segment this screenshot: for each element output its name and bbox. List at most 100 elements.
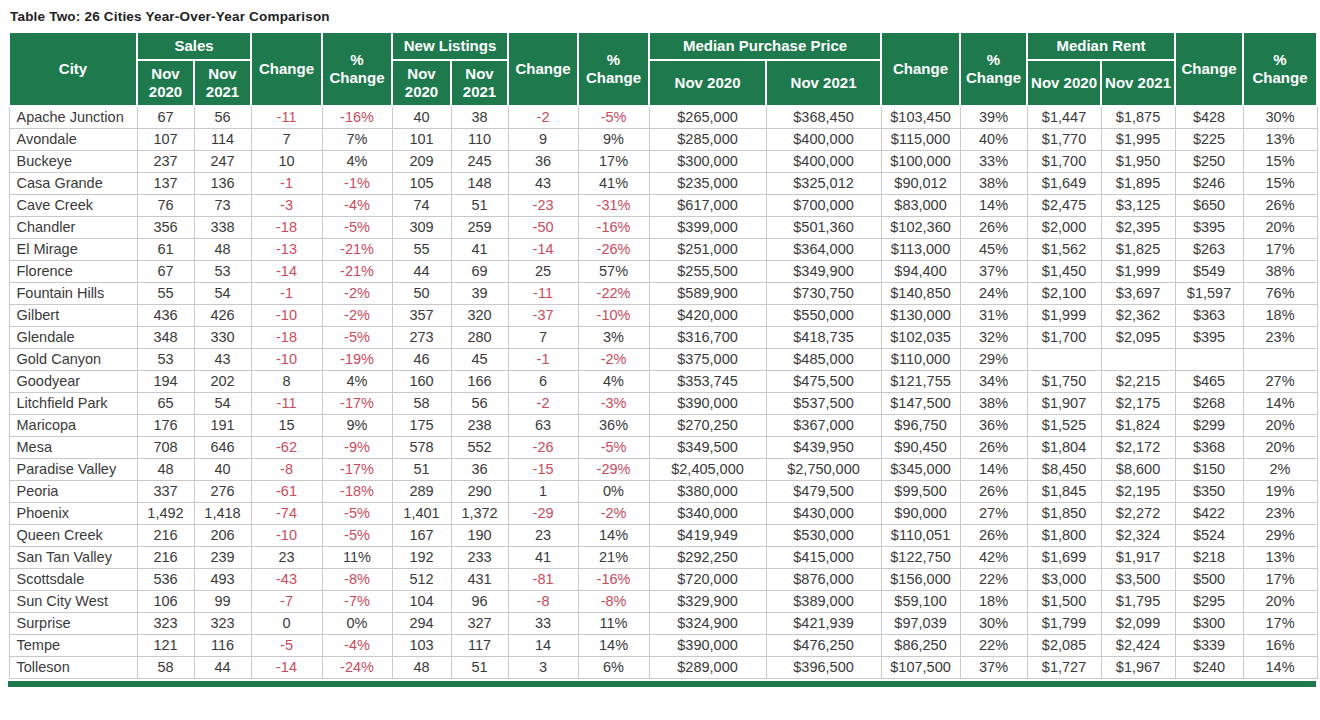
- cell-median-purchase-price-change: $99,500: [881, 480, 960, 502]
- cell-city: Casa Grande: [9, 172, 137, 194]
- cell-median-rent-nov-2021: [1101, 348, 1175, 370]
- cell-sales-pct-change: 7%: [322, 128, 392, 150]
- cell-new-listings-nov-2021: 327: [451, 612, 508, 634]
- cell-new-listings-nov-2020: 48: [392, 656, 451, 678]
- cell-median-purchase-price-nov-2021: $475,500: [766, 370, 881, 392]
- cell-median-purchase-price-nov-2020: $375,000: [649, 348, 766, 370]
- cell-median-purchase-price-nov-2020: $285,000: [649, 128, 766, 150]
- cell-new-listings-pct-change: 11%: [578, 612, 649, 634]
- cell-new-listings-change: 6: [508, 370, 578, 392]
- cell-new-listings-nov-2020: 51: [392, 458, 451, 480]
- cell-sales-change: -10: [251, 524, 322, 546]
- cell-new-listings-pct-change: -3%: [578, 392, 649, 414]
- cell-sales-pct-change: -2%: [322, 304, 392, 326]
- cell-median-purchase-price-nov-2020: $390,000: [649, 392, 766, 414]
- cell-sales-pct-change: -18%: [322, 480, 392, 502]
- header-group-sales: Sales: [137, 32, 251, 60]
- table-row: El Mirage6148-13-21%5541-14-26%$251,000$…: [9, 238, 1317, 260]
- cell-new-listings-pct-change: -16%: [578, 216, 649, 238]
- cell-median-purchase-price-pct-change: 45%: [960, 238, 1027, 260]
- cell-new-listings-nov-2021: 117: [451, 634, 508, 656]
- cell-median-purchase-price-pct-change: 14%: [960, 458, 1027, 480]
- cell-median-rent-nov-2021: $1,967: [1101, 656, 1175, 678]
- cell-median-rent-nov-2020: $1,850: [1027, 502, 1101, 524]
- cell-new-listings-nov-2021: 110: [451, 128, 508, 150]
- cell-sales-pct-change: -21%: [322, 238, 392, 260]
- cell-city: Tempe: [9, 634, 137, 656]
- cell-new-listings-nov-2020: 175: [392, 414, 451, 436]
- cell-new-listings-nov-2020: 101: [392, 128, 451, 150]
- cell-median-rent-nov-2021: $2,195: [1101, 480, 1175, 502]
- cell-new-listings-pct-change: 14%: [578, 634, 649, 656]
- cell-new-listings-nov-2021: 69: [451, 260, 508, 282]
- cell-median-rent-change: $549: [1175, 260, 1243, 282]
- cell-new-listings-change: 25: [508, 260, 578, 282]
- cell-median-rent-nov-2020: $1,770: [1027, 128, 1101, 150]
- cell-median-purchase-price-pct-change: 22%: [960, 568, 1027, 590]
- cell-sales-nov-2020: 67: [137, 260, 194, 282]
- cell-median-purchase-price-nov-2021: $501,360: [766, 216, 881, 238]
- table-row: Sun City West10699-7-7%10496-8-8%$329,90…: [9, 590, 1317, 612]
- cell-median-purchase-price-change: $102,035: [881, 326, 960, 348]
- cell-sales-nov-2020: 237: [137, 150, 194, 172]
- cell-sales-nov-2020: 48: [137, 458, 194, 480]
- cell-median-rent-change: $395: [1175, 326, 1243, 348]
- header-new-listings-nov-2021: Nov 2021: [451, 60, 508, 106]
- cell-sales-nov-2020: 337: [137, 480, 194, 502]
- cell-sales-nov-2021: 56: [194, 106, 251, 128]
- cell-new-listings-change: 3: [508, 656, 578, 678]
- cell-median-purchase-price-change: $83,000: [881, 194, 960, 216]
- cell-new-listings-pct-change: 3%: [578, 326, 649, 348]
- table-row: Tempe121116-5-4%1031171414%$390,000$476,…: [9, 634, 1317, 656]
- cell-new-listings-pct-change: 41%: [578, 172, 649, 194]
- cell-median-purchase-price-change: $110,051: [881, 524, 960, 546]
- cell-median-rent-pct-change: 17%: [1243, 568, 1317, 590]
- cell-median-rent-pct-change: 20%: [1243, 436, 1317, 458]
- cell-city: Gilbert: [9, 304, 137, 326]
- cell-median-rent-nov-2020: $1,500: [1027, 590, 1101, 612]
- cell-median-rent-nov-2020: $2,100: [1027, 282, 1101, 304]
- cell-sales-pct-change: -4%: [322, 194, 392, 216]
- cell-new-listings-nov-2021: 51: [451, 656, 508, 678]
- cell-new-listings-nov-2021: 1,372: [451, 502, 508, 524]
- cell-median-rent-nov-2021: $1,795: [1101, 590, 1175, 612]
- cell-median-purchase-price-nov-2021: $2,750,000: [766, 458, 881, 480]
- cell-new-listings-nov-2020: 209: [392, 150, 451, 172]
- table-row: Goodyear19420284%16016664%$353,745$475,5…: [9, 370, 1317, 392]
- table-row: Maricopa176191159%1752386336%$270,250$36…: [9, 414, 1317, 436]
- cell-median-purchase-price-nov-2021: $364,000: [766, 238, 881, 260]
- cell-median-rent-pct-change: 20%: [1243, 590, 1317, 612]
- cell-sales-pct-change: -5%: [322, 502, 392, 524]
- header-median-price-nov-2021: Nov 2021: [766, 60, 881, 106]
- cell-median-purchase-price-nov-2020: $720,000: [649, 568, 766, 590]
- cell-sales-pct-change: -1%: [322, 172, 392, 194]
- cell-sales-change: -61: [251, 480, 322, 502]
- cell-sales-pct-change: -2%: [322, 282, 392, 304]
- cell-sales-change: -10: [251, 348, 322, 370]
- cell-median-purchase-price-nov-2020: $617,000: [649, 194, 766, 216]
- cell-median-rent-pct-change: 23%: [1243, 326, 1317, 348]
- cell-city: Glendale: [9, 326, 137, 348]
- cell-median-purchase-price-nov-2020: $255,500: [649, 260, 766, 282]
- cell-sales-nov-2020: 61: [137, 238, 194, 260]
- cell-median-rent-nov-2020: $1,727: [1027, 656, 1101, 678]
- cell-median-rent-pct-change: 15%: [1243, 150, 1317, 172]
- cell-median-rent-change: $150: [1175, 458, 1243, 480]
- cell-sales-change: 10: [251, 150, 322, 172]
- cell-median-purchase-price-nov-2020: $390,000: [649, 634, 766, 656]
- cell-median-purchase-price-change: $96,750: [881, 414, 960, 436]
- header-median-price-pct-change: % Change: [960, 32, 1027, 106]
- cell-sales-nov-2020: 356: [137, 216, 194, 238]
- cell-sales-nov-2020: 58: [137, 656, 194, 678]
- cell-median-rent-change: $350: [1175, 480, 1243, 502]
- cell-sales-nov-2020: 65: [137, 392, 194, 414]
- cell-sales-nov-2020: 1,492: [137, 502, 194, 524]
- cell-median-purchase-price-nov-2021: $349,900: [766, 260, 881, 282]
- cell-median-purchase-price-nov-2020: $399,000: [649, 216, 766, 238]
- cell-new-listings-nov-2021: 259: [451, 216, 508, 238]
- cell-new-listings-nov-2020: 46: [392, 348, 451, 370]
- cell-median-rent-nov-2021: $2,272: [1101, 502, 1175, 524]
- cell-median-purchase-price-nov-2020: $316,700: [649, 326, 766, 348]
- cell-sales-nov-2021: 116: [194, 634, 251, 656]
- cell-new-listings-change: -81: [508, 568, 578, 590]
